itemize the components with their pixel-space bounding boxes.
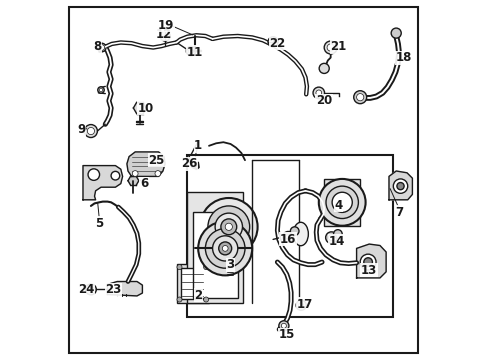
Text: 3: 3 bbox=[226, 258, 235, 271]
Circle shape bbox=[98, 43, 106, 52]
Circle shape bbox=[177, 297, 182, 302]
Circle shape bbox=[391, 28, 401, 38]
Circle shape bbox=[177, 265, 182, 270]
Text: 6: 6 bbox=[140, 177, 148, 190]
Text: 11: 11 bbox=[187, 46, 203, 59]
Circle shape bbox=[186, 46, 196, 56]
Circle shape bbox=[86, 284, 97, 295]
Text: 19: 19 bbox=[158, 19, 174, 32]
Circle shape bbox=[319, 179, 366, 226]
Circle shape bbox=[208, 206, 250, 248]
Circle shape bbox=[364, 258, 372, 266]
Text: 23: 23 bbox=[105, 283, 122, 296]
Circle shape bbox=[332, 192, 352, 212]
Circle shape bbox=[326, 232, 337, 243]
Bar bbox=[193, 212, 238, 298]
Circle shape bbox=[204, 297, 209, 302]
Circle shape bbox=[99, 45, 104, 50]
Circle shape bbox=[286, 234, 291, 239]
Bar bbox=[187, 192, 243, 303]
Circle shape bbox=[319, 63, 329, 73]
Circle shape bbox=[397, 183, 404, 190]
Circle shape bbox=[200, 198, 258, 256]
Circle shape bbox=[160, 31, 170, 41]
Polygon shape bbox=[127, 152, 165, 176]
Bar bbox=[176, 264, 209, 303]
Text: 13: 13 bbox=[361, 264, 377, 276]
Text: 25: 25 bbox=[148, 154, 165, 167]
Circle shape bbox=[219, 242, 232, 255]
Text: 18: 18 bbox=[395, 51, 412, 64]
Text: 17: 17 bbox=[296, 298, 313, 311]
Circle shape bbox=[221, 219, 237, 235]
Circle shape bbox=[215, 213, 243, 240]
Circle shape bbox=[281, 323, 286, 328]
Text: 20: 20 bbox=[316, 94, 332, 107]
Circle shape bbox=[204, 265, 209, 270]
Text: 2: 2 bbox=[194, 289, 202, 302]
Circle shape bbox=[155, 171, 161, 176]
Circle shape bbox=[298, 303, 304, 308]
Circle shape bbox=[223, 256, 236, 269]
Circle shape bbox=[327, 44, 334, 51]
Text: 21: 21 bbox=[330, 40, 347, 53]
Text: 15: 15 bbox=[278, 328, 294, 341]
Circle shape bbox=[357, 94, 364, 101]
Bar bbox=[187, 155, 392, 317]
Circle shape bbox=[296, 300, 306, 310]
Circle shape bbox=[279, 321, 289, 331]
Circle shape bbox=[132, 171, 138, 176]
Circle shape bbox=[88, 287, 94, 292]
Text: 4: 4 bbox=[335, 199, 343, 212]
Polygon shape bbox=[107, 282, 143, 296]
Bar bbox=[324, 179, 360, 226]
Text: 10: 10 bbox=[138, 102, 154, 114]
Circle shape bbox=[360, 254, 376, 270]
Text: 9: 9 bbox=[77, 123, 85, 136]
Text: 8: 8 bbox=[93, 40, 101, 53]
Circle shape bbox=[313, 87, 324, 99]
Circle shape bbox=[225, 223, 232, 230]
Circle shape bbox=[98, 87, 104, 93]
Circle shape bbox=[88, 169, 99, 180]
Circle shape bbox=[189, 49, 194, 54]
Circle shape bbox=[324, 41, 337, 54]
Circle shape bbox=[226, 258, 233, 266]
Circle shape bbox=[213, 236, 238, 261]
Bar bbox=[181, 268, 204, 299]
Text: 1: 1 bbox=[194, 139, 202, 152]
Text: 5: 5 bbox=[95, 217, 103, 230]
Circle shape bbox=[111, 171, 120, 180]
Text: 22: 22 bbox=[270, 37, 286, 50]
Text: 24: 24 bbox=[78, 283, 95, 296]
Circle shape bbox=[198, 221, 252, 275]
Circle shape bbox=[316, 90, 321, 96]
Circle shape bbox=[87, 127, 95, 135]
Text: 14: 14 bbox=[329, 235, 345, 248]
Circle shape bbox=[205, 229, 245, 268]
Circle shape bbox=[334, 230, 342, 238]
Circle shape bbox=[326, 186, 358, 219]
Polygon shape bbox=[128, 176, 139, 185]
Polygon shape bbox=[83, 166, 122, 200]
Polygon shape bbox=[357, 244, 386, 278]
Circle shape bbox=[393, 179, 408, 193]
Circle shape bbox=[328, 235, 334, 240]
Text: 7: 7 bbox=[396, 206, 404, 219]
Circle shape bbox=[268, 37, 278, 47]
Circle shape bbox=[84, 125, 98, 138]
Text: 16: 16 bbox=[280, 233, 296, 246]
Text: 12: 12 bbox=[156, 28, 172, 41]
Circle shape bbox=[283, 231, 294, 242]
Text: 26: 26 bbox=[181, 157, 197, 170]
Polygon shape bbox=[389, 171, 413, 200]
Circle shape bbox=[291, 227, 299, 235]
Circle shape bbox=[99, 88, 103, 92]
Circle shape bbox=[222, 246, 228, 251]
Ellipse shape bbox=[293, 222, 308, 246]
Circle shape bbox=[354, 91, 367, 104]
Polygon shape bbox=[133, 102, 147, 114]
